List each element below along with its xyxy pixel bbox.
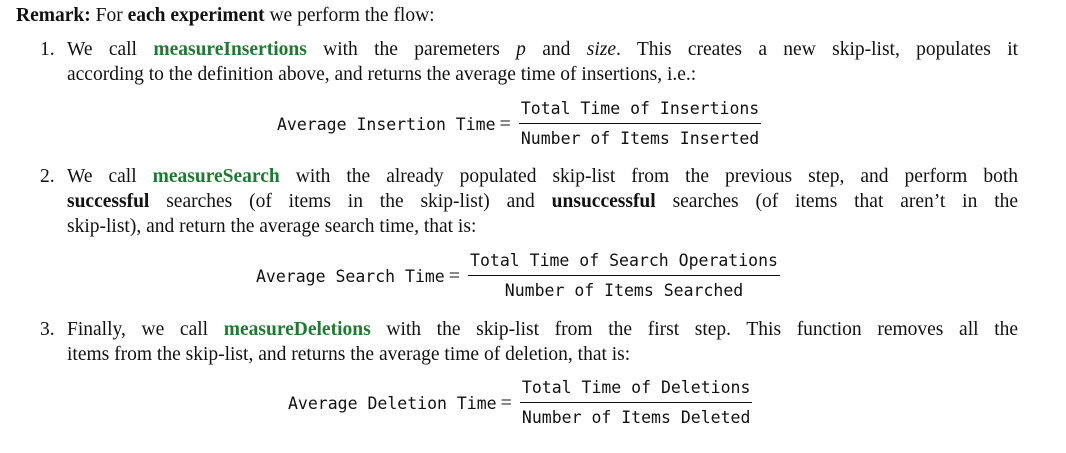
fraction: Total Time of Deletions Number of Items … [519,378,753,428]
equals-sign: = [499,112,511,135]
item-2-post: with the already populated skip-list fro… [295,166,1019,187]
remark-line: Remark: For each experiment we perform t… [16,3,435,28]
item-2-line-2: successful searches (of items in the ski… [67,189,1018,214]
fraction: Total Time of Insertions Number of Items… [518,99,762,149]
fraction: Total Time of Search Operations Number o… [468,251,780,301]
measure-insertions-function: measureInsertions [153,39,307,60]
equation-lhs: Average Insertion Time [277,114,496,134]
measure-deletions-function: measureDeletions [223,319,371,340]
item-1-pre: We call [67,39,137,60]
measure-search-function: measureSearch [152,166,280,187]
fraction-bar [468,275,780,277]
item-1-mid2: and [542,39,571,60]
fraction-numerator: Total Time of Search Operations [470,251,778,270]
fraction-numerator: Total Time of Insertions [520,99,760,118]
deletion-time-equation: Average Deletion Time = Total Time of De… [288,378,753,428]
item-2-line2-post: searches (of items that aren’t in the [672,191,1019,212]
param-size: size [586,39,617,60]
item-1-mid1: with the paremeters [323,39,500,60]
remark-label: Remark: [16,5,91,26]
item-1-post: . This creates a new skip-list, populate… [616,39,1019,60]
unsuccessful-bold: unsuccessful [551,191,656,212]
remark-intro-post: we perform the flow: [269,5,435,26]
successful-bold: successful [67,191,150,212]
equation-lhs: Average Deletion Time [288,393,497,413]
insertion-time-equation: Average Insertion Time = Total Time of I… [277,99,762,149]
item-1-line-2: according to the definition above, and r… [67,64,697,85]
param-p: p [516,39,526,60]
equals-sign: = [448,264,461,287]
item-2-line-3: skip-list), and return the average searc… [67,216,477,237]
fraction-bar [519,402,753,404]
equals-sign: = [500,391,512,414]
item-2-number: 2. [40,166,55,187]
item-1-number: 1. [40,39,55,60]
item-3-post: with the skip-list from the first step. … [386,319,1019,340]
fraction-numerator: Total Time of Deletions [521,378,751,397]
item-3-line-1: Finally, we call measureDeletions with t… [67,317,1018,342]
item-2-line-1: We call measureSearch with the already p… [67,164,1018,189]
item-3-line-2: items from the skip-list, and returns th… [67,344,631,365]
item-1-line-1: We call measureInsertions with the parem… [67,37,1018,62]
search-time-equation: Average Search Time = Total Time of Sear… [256,251,780,301]
item-2-line2-mid: searches (of items in the skip-list) and [166,191,535,212]
item-3-number: 3. [40,319,55,340]
fraction-denominator: Number of Items Inserted [520,129,760,149]
remark-intro-pre: For [95,5,123,26]
fraction-denominator: Number of Items Deleted [521,408,751,428]
equation-lhs: Average Search Time [256,266,445,286]
remark-intro-bold: each experiment [127,5,265,26]
fraction-denominator: Number of Items Searched [504,281,744,301]
item-2-pre: We call [67,166,137,187]
item-3-pre: Finally, we call [67,319,209,340]
fraction-bar [518,123,762,125]
